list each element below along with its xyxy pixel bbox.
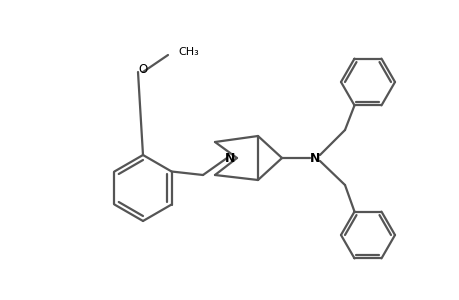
Text: N: N xyxy=(309,152,319,164)
Text: CH₃: CH₃ xyxy=(178,47,198,57)
Text: N: N xyxy=(224,152,235,164)
Text: O: O xyxy=(138,62,147,76)
